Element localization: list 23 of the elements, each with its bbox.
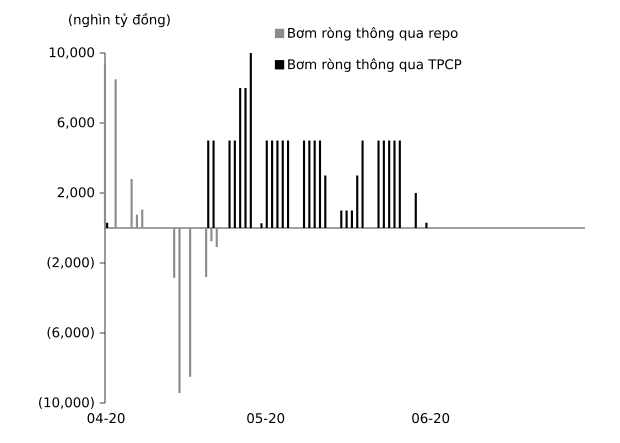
y-tick-label: 6,000 bbox=[58, 117, 94, 129]
bar bbox=[141, 210, 144, 228]
y-tick-label: (2,000) bbox=[48, 257, 94, 269]
bar bbox=[173, 228, 176, 278]
x-tick-label: 04-20 bbox=[88, 413, 125, 424]
bar bbox=[210, 228, 212, 242]
y-tick-label: 2,000 bbox=[58, 187, 94, 199]
y-tick-label: (10,000) bbox=[39, 397, 94, 409]
y-tick-label: 10,000 bbox=[50, 47, 94, 59]
bar bbox=[216, 228, 218, 248]
bar bbox=[130, 178, 133, 228]
bar bbox=[205, 228, 208, 277]
bar bbox=[178, 228, 181, 394]
bar bbox=[189, 228, 192, 377]
x-tick-label: 06-20 bbox=[412, 413, 450, 424]
bar bbox=[136, 214, 138, 228]
legend-label: Bơm ròng thông qua TPCP bbox=[288, 58, 462, 72]
legend-label: Bơm ròng thông qua repo bbox=[288, 27, 458, 41]
y-tick-label: (6,000) bbox=[48, 327, 94, 339]
x-tick-label: 05-20 bbox=[247, 413, 284, 424]
bar bbox=[104, 63, 106, 228]
y-axis-title: (nghìn tỷ đồng) bbox=[69, 13, 170, 28]
bar bbox=[114, 79, 117, 228]
